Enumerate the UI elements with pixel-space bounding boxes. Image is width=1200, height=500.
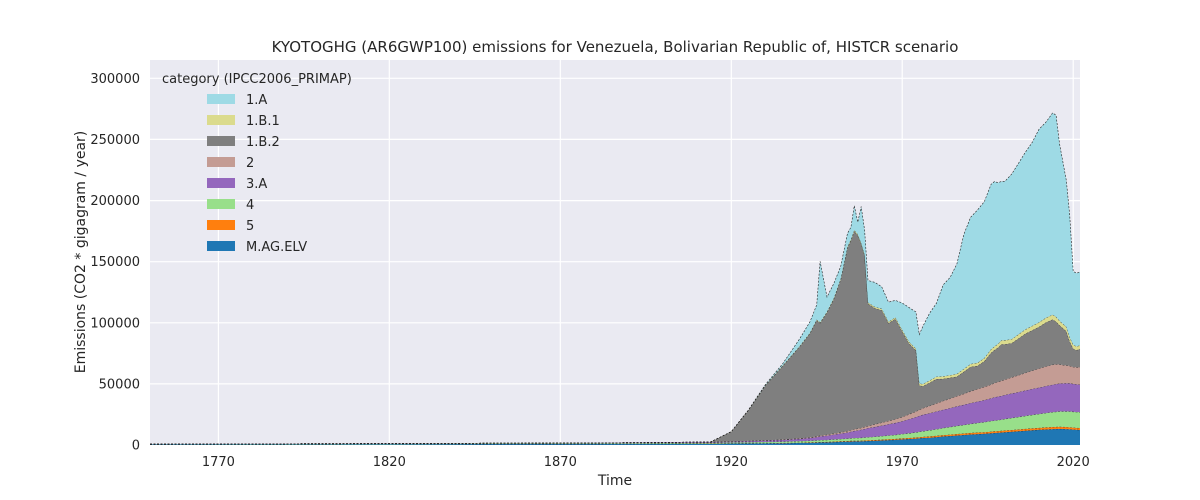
y-tick-label: 0 <box>132 439 140 454</box>
legend-swatch <box>207 241 235 251</box>
y-tick-label: 250000 <box>90 133 140 148</box>
chart-title: KYOTOGHG (AR6GWP100) emissions for Venez… <box>272 38 959 56</box>
area-boundary-1-a <box>149 112 1081 445</box>
legend-swatch <box>207 115 235 125</box>
x-tick-label: 1970 <box>886 455 919 470</box>
x-tick-label: 2020 <box>1057 455 1090 470</box>
area-m-ag-elv <box>150 428 1080 445</box>
legend-label: 2 <box>246 156 254 171</box>
y-tick-label: 300000 <box>90 72 140 87</box>
legend: category (IPCC2006_PRIMAP) 1.A 1.B.1 1.B.2… <box>162 72 352 255</box>
y-tick-label: 100000 <box>90 316 140 331</box>
y-axis-label: Emissions (CO2 * gigagram / year) <box>73 131 89 374</box>
x-tick-label: 1920 <box>715 455 748 470</box>
legend-swatch <box>207 178 235 188</box>
legend-label: 1.B.2 <box>246 135 280 150</box>
legend-label: M.AG.ELV <box>246 240 307 255</box>
x-axis-ticks: 1770 1820 1870 1920 1970 2020 <box>202 455 1090 470</box>
stacked-areas <box>149 112 1081 445</box>
y-axis-ticks: 0 50000 100000 150000 200000 250000 300000 <box>90 72 140 454</box>
legend-label: 1.A <box>246 93 267 108</box>
legend-swatch <box>207 136 235 146</box>
x-axis-label: Time <box>597 473 632 489</box>
x-tick-label: 1870 <box>544 455 577 470</box>
legend-swatch <box>207 157 235 167</box>
x-tick-label: 1820 <box>373 455 406 470</box>
y-tick-label: 150000 <box>90 255 140 270</box>
legend-label: 3.A <box>246 177 267 192</box>
legend-label: 1.B.1 <box>246 114 280 129</box>
y-tick-label: 200000 <box>90 194 140 209</box>
area-1-b-2 <box>150 231 1080 444</box>
y-tick-label: 50000 <box>99 377 140 392</box>
legend-swatch <box>207 220 235 230</box>
legend-swatch <box>207 199 235 209</box>
legend-label: 4 <box>246 198 254 213</box>
legend-label: 5 <box>246 219 254 234</box>
x-tick-label: 1770 <box>202 455 235 470</box>
legend-title: category (IPCC2006_PRIMAP) <box>162 72 352 87</box>
legend-swatch <box>207 94 235 104</box>
